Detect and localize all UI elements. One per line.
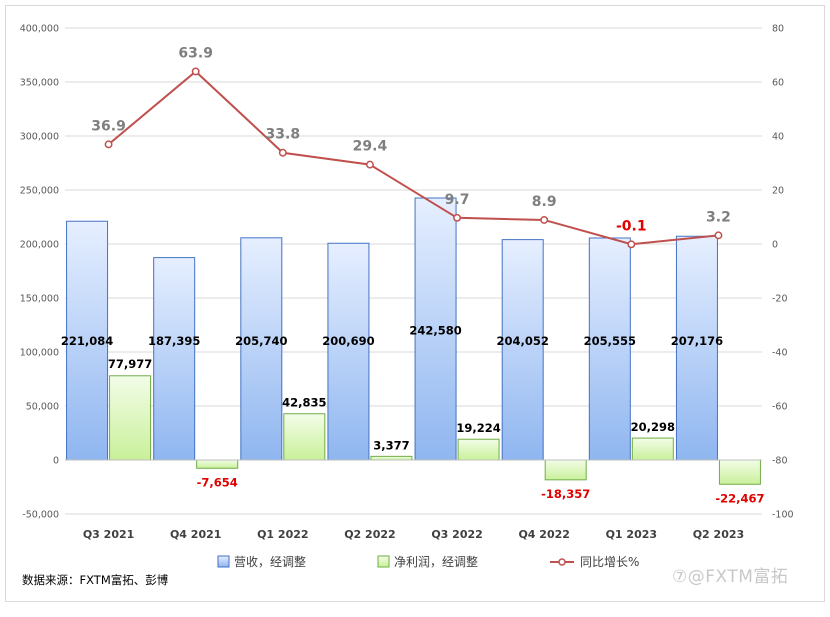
label-yoy: 33.8	[266, 127, 301, 143]
label-yoy: 8.9	[532, 194, 557, 210]
x-tick-label: Q2 2023	[693, 528, 744, 541]
y-tick-left: 100,000	[20, 348, 59, 359]
x-tick-label: Q3 2022	[431, 528, 482, 541]
label-revenue: 205,740	[235, 334, 287, 348]
label-yoy: 3.2	[706, 209, 731, 225]
point-yoy	[191, 67, 200, 76]
label-revenue: 200,690	[322, 334, 374, 348]
legend-label-revenue: 营收，经调整	[234, 554, 306, 569]
x-tick-label: Q2 2022	[344, 528, 395, 541]
y-tick-right: 80	[772, 24, 784, 35]
x-tick-label: Q3 2021	[83, 528, 134, 541]
y-tick-left: 300,000	[20, 132, 59, 143]
watermark-logo: ⑦@FXTM富拓	[672, 567, 789, 587]
combo-chart: 400,000 350,000 300,000 250,000 200,000 150,0…	[20, 24, 794, 570]
bar-net-profit	[631, 437, 674, 461]
legend-swatch-net-profit	[377, 555, 390, 568]
point-yoy	[104, 140, 113, 149]
bar-revenue	[501, 239, 544, 461]
y-tick-right: 40	[772, 132, 784, 143]
x-tick-label: Q4 2021	[170, 528, 221, 541]
x-tick-label: Q4 2022	[518, 528, 569, 541]
label-yoy: 9.7	[445, 192, 470, 208]
y-tick-right: 20	[772, 186, 784, 197]
label-revenue: 221,084	[61, 334, 113, 348]
source-note: 数据来源：FXTM富拓、彭博	[22, 573, 169, 587]
bar-net-profit	[196, 459, 239, 469]
x-tick-label: Q1 2022	[257, 528, 308, 541]
y-tick-left: 400,000	[20, 24, 59, 35]
label-revenue: 205,555	[584, 334, 636, 348]
bar-revenue	[414, 197, 457, 461]
bar-net-profit	[544, 459, 587, 481]
chart-frame: 400,000 350,000 300,000 250,000 200,000 150,0…	[5, 5, 825, 602]
label-net-profit: -7,654	[197, 475, 238, 489]
point-yoy	[540, 216, 549, 224]
label-yoy: 36.9	[91, 118, 126, 134]
y-tick-right: -80	[772, 456, 788, 467]
label-yoy: -0.1	[616, 218, 647, 234]
point-yoy	[627, 240, 636, 249]
y-tick-right: 0	[772, 240, 778, 251]
bar-net-profit	[109, 375, 152, 461]
label-net-profit: 77,977	[108, 357, 152, 371]
line-yoy-growth	[107, 70, 719, 246]
bar-net-profit	[283, 413, 326, 461]
label-net-profit: -18,357	[541, 487, 590, 501]
label-net-profit: 42,835	[282, 396, 326, 410]
label-revenue: 242,580	[409, 323, 461, 337]
bar-revenue	[240, 237, 283, 461]
label-revenue: 204,052	[496, 334, 548, 348]
y-tick-right: -60	[772, 402, 788, 413]
label-revenue: 207,176	[671, 334, 723, 348]
y-tick-left: 50,000	[26, 402, 59, 413]
label-net-profit: 19,224	[456, 421, 500, 435]
bar-revenue	[66, 220, 109, 461]
y-tick-left: -50,000	[22, 510, 59, 521]
label-net-profit: -22,467	[715, 491, 764, 505]
legend-marker-yoy	[558, 558, 566, 566]
legend-swatch-revenue	[217, 555, 230, 568]
bar-revenue	[153, 257, 196, 461]
label-net-profit: 20,298	[631, 420, 675, 434]
label-net-profit: 3,377	[373, 438, 409, 452]
bar-net-profit	[370, 455, 413, 461]
legend-label-net-profit: 净利润，经调整	[394, 554, 478, 569]
point-yoy	[714, 231, 723, 240]
y-tick-left: 350,000	[20, 78, 59, 89]
label-yoy: 29.4	[353, 139, 388, 155]
y-tick-right: 60	[772, 78, 784, 89]
y-tick-left: 0	[53, 456, 59, 467]
y-tick-right: -40	[772, 348, 788, 359]
label-yoy: 63.9	[178, 45, 213, 61]
bar-revenue	[327, 242, 370, 461]
y-tick-right: -100	[772, 510, 794, 521]
y-tick-left: 250,000	[20, 186, 59, 197]
point-yoy	[453, 213, 462, 222]
bar-revenue	[588, 237, 631, 461]
legend-label-yoy: 同比增长%	[580, 555, 639, 569]
x-tick-label: Q1 2023	[606, 528, 657, 541]
y-tick-left: 150,000	[20, 294, 59, 305]
point-yoy	[278, 148, 287, 157]
bar-net-profit	[457, 438, 500, 461]
point-yoy	[365, 160, 374, 169]
y-tick-right: -20	[772, 294, 788, 305]
bar-net-profit	[718, 459, 761, 485]
label-revenue: 187,395	[148, 334, 200, 348]
y-tick-left: 200,000	[20, 240, 59, 251]
